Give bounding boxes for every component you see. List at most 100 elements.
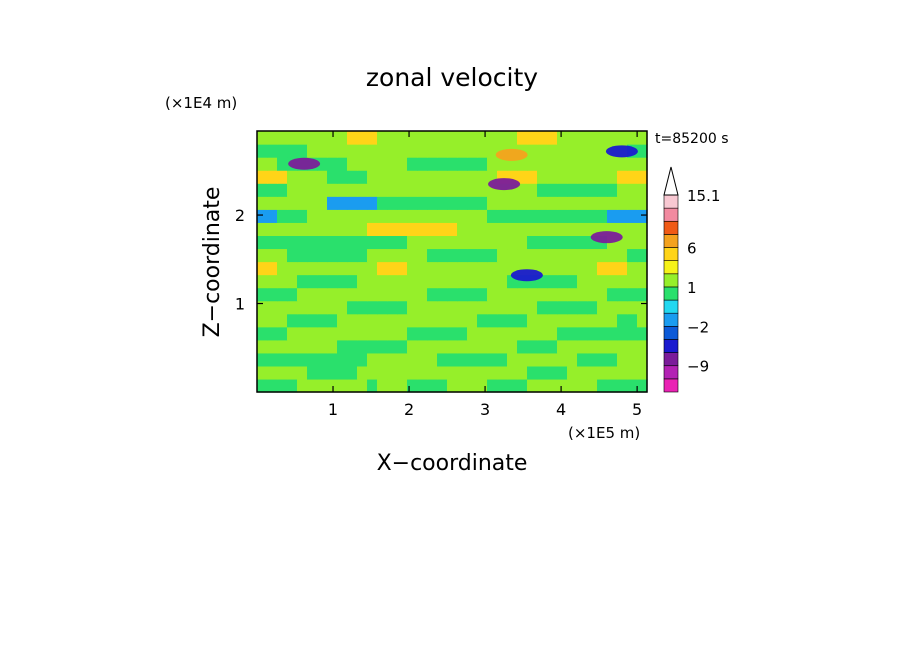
field-cell (277, 209, 288, 223)
field-cell (557, 352, 568, 367)
field-cell (427, 378, 438, 393)
field-cell (447, 157, 458, 171)
field-cell (467, 339, 478, 354)
field-cell (577, 378, 588, 393)
field-cell (427, 352, 438, 367)
field-cell (637, 365, 648, 380)
field-cell (587, 248, 598, 263)
field-cell (577, 274, 588, 289)
field-cell (407, 300, 418, 315)
field-cell (457, 248, 468, 263)
field-cell (367, 352, 378, 367)
field-cell (377, 378, 388, 393)
field-cell (577, 235, 588, 250)
field-cell (397, 248, 408, 263)
field-cell (287, 352, 298, 367)
field-cell (357, 352, 368, 367)
field-cell (377, 183, 388, 197)
field-cell (477, 196, 488, 210)
field-cell (367, 235, 378, 250)
field-cell (537, 339, 548, 354)
field-cell (487, 261, 498, 276)
field-cell (257, 157, 268, 171)
field-cell (587, 183, 598, 197)
field-cell (437, 313, 448, 328)
field-cell (557, 183, 568, 197)
field-cell (307, 261, 318, 276)
field-cell (337, 248, 348, 263)
field-cell (567, 157, 578, 171)
field-cell (557, 157, 568, 171)
field-cell (427, 274, 438, 289)
field-cell (617, 261, 628, 276)
field-cell (367, 274, 378, 289)
field-cell (467, 235, 478, 250)
field-cell (257, 261, 268, 276)
field-cell (567, 313, 578, 328)
field-cell (377, 313, 388, 328)
field-cell (437, 378, 448, 393)
field-cell (557, 196, 568, 210)
field-cell (257, 287, 268, 302)
field-cell (387, 352, 398, 367)
field-cell (587, 326, 598, 341)
field-cell (487, 183, 498, 197)
field-cell (477, 235, 488, 250)
field-cell (557, 235, 568, 250)
contour-field (257, 131, 648, 393)
field-cell (577, 365, 588, 380)
field-cell (277, 261, 288, 276)
field-cell (637, 196, 648, 210)
field-cell (307, 235, 318, 250)
colorbar-swatch (663, 260, 679, 275)
field-cell (457, 209, 468, 223)
field-cell (557, 131, 568, 145)
field-cell (447, 352, 458, 367)
field-cell (357, 339, 368, 354)
field-cell (297, 300, 308, 315)
field-cell (257, 131, 268, 145)
field-cell (317, 365, 328, 380)
field-cell (427, 144, 438, 158)
field-cell (397, 144, 408, 158)
field-cell (297, 248, 308, 263)
field-cell (517, 235, 528, 250)
field-cell (427, 326, 438, 341)
field-cell (427, 287, 438, 302)
field-cell (597, 131, 608, 145)
field-cell (297, 209, 308, 223)
field-cell (357, 222, 368, 236)
field-cell (527, 300, 538, 315)
field-cell (617, 352, 628, 367)
colorbar-max-arrow (663, 166, 679, 196)
field-cell (257, 183, 268, 197)
field-cell (337, 261, 348, 276)
field-cell (507, 313, 518, 328)
field-cell (307, 378, 318, 393)
field-cell (567, 222, 578, 236)
field-cell (527, 326, 538, 341)
field-cell (387, 339, 398, 354)
field-cell (447, 131, 458, 145)
field-cell (277, 378, 288, 393)
field-cell (497, 274, 508, 289)
field-cell (587, 352, 598, 367)
extreme-blob (605, 145, 638, 158)
field-cell (577, 261, 588, 276)
field-cell (627, 131, 638, 145)
field-cell (527, 157, 538, 171)
colorbar-label: −9 (687, 358, 709, 376)
field-cell (537, 365, 548, 380)
extreme-blob (488, 178, 521, 191)
field-cell (527, 183, 538, 197)
field-cell (297, 313, 308, 328)
field-cell (267, 378, 278, 393)
x-axis-ticks: 1 2 3 4 5 (328, 131, 642, 419)
field-cell (417, 365, 428, 380)
field-cell (417, 157, 428, 171)
field-cell (307, 144, 318, 158)
field-cell (457, 339, 468, 354)
field-cell (367, 300, 378, 315)
field-cell (417, 287, 428, 302)
field-cell (627, 300, 638, 315)
